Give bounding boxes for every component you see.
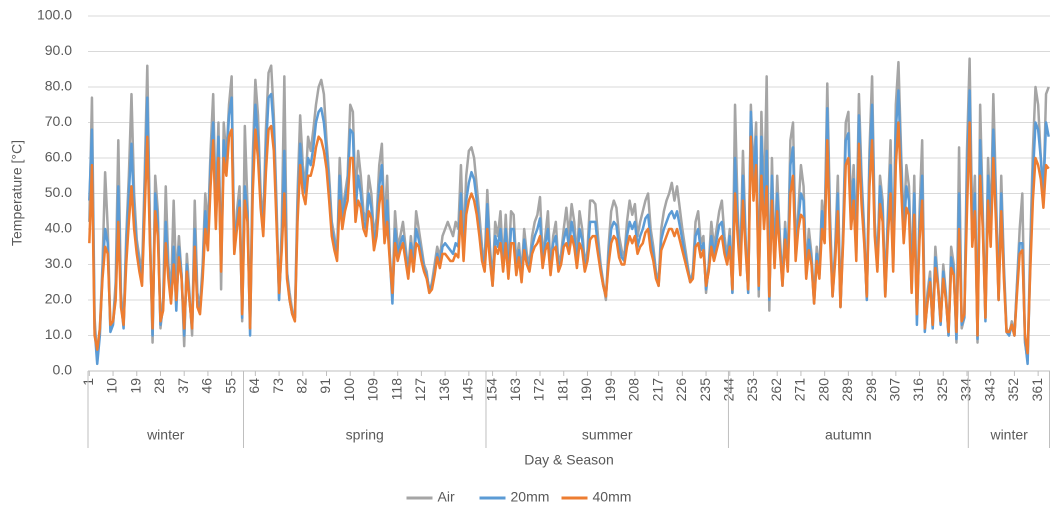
y-tick-label: 30.0 bbox=[45, 255, 72, 271]
legend-label: Air bbox=[438, 489, 455, 505]
group-label: winter bbox=[989, 427, 1028, 443]
y-tick-label: 40.0 bbox=[45, 220, 72, 236]
x-tick-label: 37 bbox=[175, 378, 191, 394]
x-tick-label: 217 bbox=[649, 378, 665, 402]
x-tick-label: 316 bbox=[910, 378, 926, 402]
x-tick-label: 100 bbox=[341, 378, 357, 402]
x-tick-label: 127 bbox=[412, 378, 428, 402]
x-tick-label: 208 bbox=[626, 378, 642, 402]
x-tick-label: 280 bbox=[815, 378, 831, 402]
x-tick-label: 73 bbox=[270, 378, 286, 394]
x-tick-label: 325 bbox=[934, 378, 950, 402]
x-tick-label: 181 bbox=[554, 378, 570, 402]
x-tick-label: 118 bbox=[388, 378, 404, 401]
x-tick-label: 154 bbox=[483, 378, 499, 402]
x-tick-label: 226 bbox=[673, 378, 689, 402]
x-tick-label: 55 bbox=[222, 378, 238, 394]
x-tick-label: 352 bbox=[1005, 378, 1021, 402]
series-line bbox=[88, 121, 1050, 355]
x-tick-label: 289 bbox=[839, 378, 855, 402]
y-tick-label: 70.0 bbox=[45, 113, 72, 129]
x-tick-label: 253 bbox=[744, 378, 760, 402]
x-tick-label: 262 bbox=[768, 378, 784, 402]
y-tick-label: 90.0 bbox=[45, 42, 72, 58]
legend-label: 20mm bbox=[511, 489, 550, 505]
x-tick-label: 46 bbox=[199, 378, 215, 394]
x-tick-label: 82 bbox=[294, 378, 310, 394]
x-tick-label: 10 bbox=[104, 378, 120, 394]
y-tick-label: 80.0 bbox=[45, 78, 72, 94]
y-tick-label: 20.0 bbox=[45, 291, 72, 307]
x-axis-title: Day & Season bbox=[524, 452, 614, 468]
y-tick-label: 0.0 bbox=[53, 362, 73, 378]
x-tick-label: 19 bbox=[127, 378, 143, 394]
x-tick-label: 361 bbox=[1029, 378, 1045, 402]
x-tick-label: 298 bbox=[863, 378, 879, 402]
x-tick-label: 271 bbox=[792, 378, 808, 402]
group-label: spring bbox=[346, 427, 384, 443]
x-tick-label: 28 bbox=[151, 378, 167, 394]
x-tick-label: 190 bbox=[578, 378, 594, 402]
x-tick-label: 172 bbox=[531, 378, 547, 402]
y-axis-title: Temperature [°C] bbox=[9, 140, 25, 246]
group-label: summer bbox=[582, 427, 633, 443]
x-tick-label: 64 bbox=[246, 378, 262, 394]
y-tick-label: 100.0 bbox=[37, 7, 72, 23]
x-tick-label: 199 bbox=[602, 378, 618, 402]
y-tick-label: 50.0 bbox=[45, 184, 72, 200]
x-tick-label: 334 bbox=[958, 378, 974, 402]
y-tick-label: 60.0 bbox=[45, 149, 72, 165]
x-tick-label: 163 bbox=[507, 378, 523, 402]
group-label: winter bbox=[146, 427, 185, 443]
x-tick-label: 343 bbox=[981, 378, 997, 402]
group-label: autumn bbox=[825, 427, 872, 443]
legend-label: 40mm bbox=[593, 489, 632, 505]
x-tick-label: 235 bbox=[697, 378, 713, 402]
x-tick-label: 136 bbox=[436, 378, 452, 402]
x-tick-label: 91 bbox=[317, 378, 333, 394]
x-tick-label: 109 bbox=[365, 378, 381, 402]
y-tick-label: 10.0 bbox=[45, 326, 72, 342]
x-tick-label: 145 bbox=[460, 378, 476, 402]
x-tick-label: 307 bbox=[887, 378, 903, 402]
